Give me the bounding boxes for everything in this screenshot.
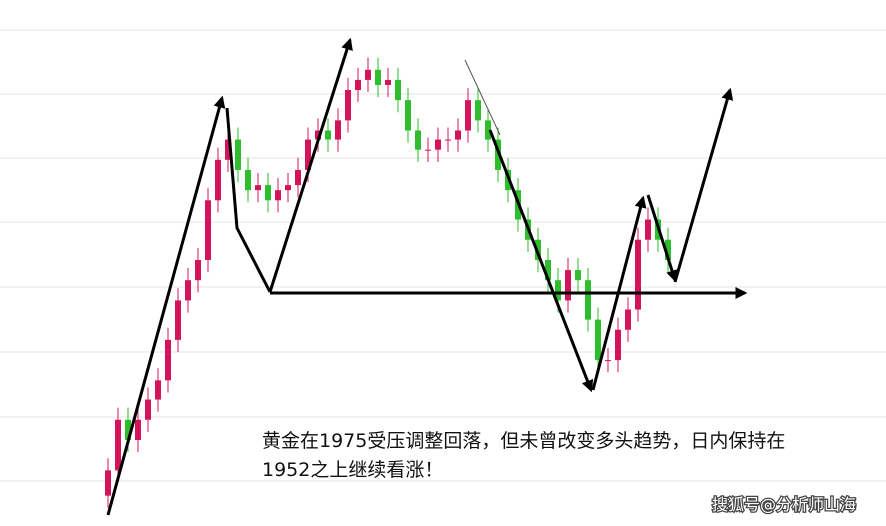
candle-body bbox=[215, 159, 221, 201]
trend-arrows bbox=[106, 37, 748, 516]
candle-body bbox=[465, 100, 471, 131]
candle-body bbox=[635, 239, 641, 310]
watermark: 搜狐号@分析师山海 bbox=[712, 495, 856, 514]
candle-body bbox=[445, 139, 451, 141]
candle-body bbox=[385, 79, 391, 85]
candle-body bbox=[625, 309, 631, 330]
candle-body bbox=[245, 169, 251, 191]
candle-body bbox=[265, 185, 271, 201]
candle-body bbox=[335, 120, 341, 140]
candle-body bbox=[665, 239, 671, 260]
background-grid bbox=[0, 29, 886, 482]
candle-body bbox=[585, 280, 591, 320]
annotation: 1952之上继续看涨！ bbox=[262, 459, 443, 481]
candle-body bbox=[485, 120, 491, 140]
candle-body bbox=[415, 130, 421, 150]
candle-body bbox=[435, 139, 441, 150]
candle-body bbox=[155, 380, 161, 400]
candle-body bbox=[575, 270, 581, 281]
candle-body bbox=[225, 139, 231, 160]
candle-body bbox=[295, 169, 301, 186]
candle-body bbox=[285, 185, 291, 191]
candle-body bbox=[455, 130, 461, 140]
candle-body bbox=[135, 419, 141, 441]
candle-body bbox=[105, 470, 111, 496]
candle-body bbox=[375, 69, 381, 85]
candle-body bbox=[595, 319, 601, 361]
candle-body bbox=[125, 419, 131, 441]
candle-body bbox=[555, 280, 561, 301]
candle-body bbox=[165, 339, 171, 381]
candle-body bbox=[405, 100, 411, 131]
candles bbox=[105, 57, 671, 508]
candle-body bbox=[345, 90, 351, 121]
candle-body bbox=[175, 300, 181, 340]
candle-body bbox=[275, 190, 281, 201]
candle-body bbox=[195, 259, 201, 281]
candle-body bbox=[305, 139, 311, 170]
candle-body bbox=[205, 200, 211, 260]
annotation: 黄金在1975受压调整回落，但未曾改变多头趋势，日内保持在 bbox=[262, 430, 785, 452]
candle-body bbox=[615, 329, 621, 361]
candle-body bbox=[145, 399, 151, 420]
candle-body bbox=[545, 259, 551, 281]
candle-body bbox=[315, 130, 321, 140]
candle-body bbox=[645, 219, 651, 240]
candle-body bbox=[355, 79, 361, 91]
candle-body bbox=[475, 100, 481, 121]
candle-body bbox=[325, 130, 331, 140]
candle-body bbox=[235, 139, 241, 170]
candle-body bbox=[495, 139, 501, 170]
candle-body bbox=[365, 69, 371, 80]
candle-body bbox=[605, 360, 611, 362]
candle-body bbox=[255, 185, 261, 191]
candle-body bbox=[395, 79, 401, 101]
candle-body bbox=[185, 280, 191, 301]
candle-body bbox=[565, 270, 571, 301]
candle-body bbox=[115, 419, 121, 471]
candle-body bbox=[425, 149, 431, 151]
